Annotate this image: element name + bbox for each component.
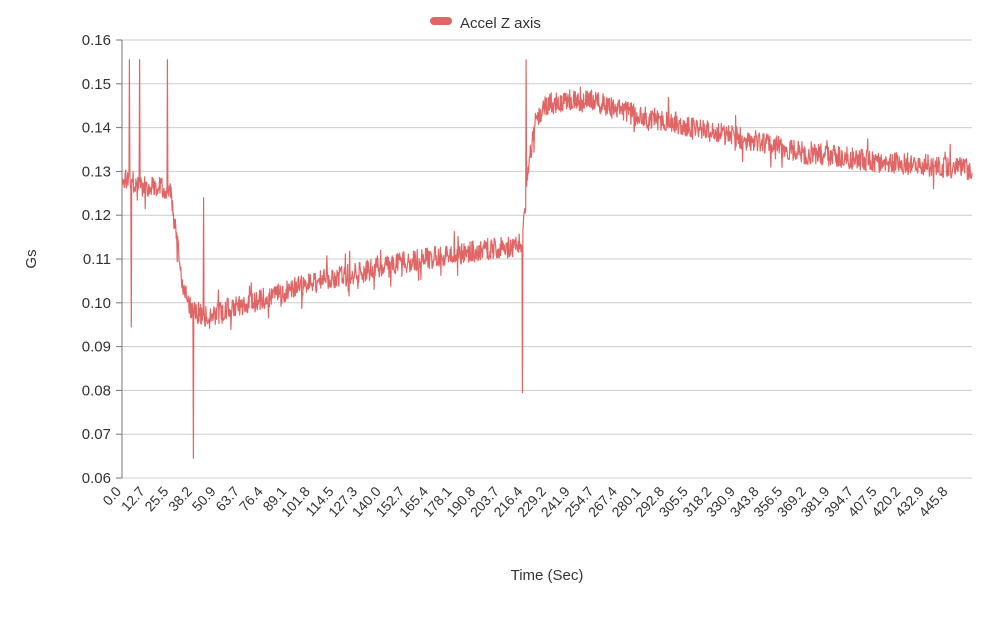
y-tick-label: 0.08 — [82, 382, 111, 399]
gridlines-layer — [122, 39, 972, 479]
x-axis-title: Time (Sec) — [511, 567, 584, 584]
y-tick-label: 0.11 — [83, 251, 111, 268]
y-tick-label: 0.07 — [82, 426, 111, 443]
x-tick-label: 12.7 — [118, 483, 148, 514]
y-tick-label: 0.15 — [82, 76, 111, 93]
y-tick-label: 0.16 — [82, 32, 111, 49]
x-tick-label: 38.2 — [165, 483, 195, 514]
legend-label: Accel Z axis — [460, 15, 541, 32]
y-tick-label: 0.13 — [82, 163, 111, 180]
y-tick-label: 0.14 — [82, 120, 111, 137]
tick-labels-layer: 0.06 0.07 0.08 0.09 0.10 0.11 0.12 0.13 0.14 0.15… — [82, 32, 951, 520]
y-tick-label: 0.12 — [82, 207, 111, 224]
y-tick-label: 0.10 — [82, 295, 111, 312]
legend-swatch — [430, 17, 452, 25]
y-tick-label: 0.09 — [82, 339, 111, 356]
x-tick-label: 25.5 — [141, 483, 171, 514]
x-tick-label: 63.7 — [212, 483, 242, 514]
legend: Accel Z axis — [430, 15, 541, 32]
axes-layer — [116, 39, 123, 479]
x-tick-label: 50.9 — [189, 483, 219, 514]
series-line-accel-z — [121, 59, 973, 459]
x-tick-label: 76.4 — [236, 483, 266, 514]
y-tick-label: 0.06 — [82, 470, 111, 487]
series-layer — [121, 59, 973, 459]
y-axis-title: Gs — [23, 249, 40, 268]
